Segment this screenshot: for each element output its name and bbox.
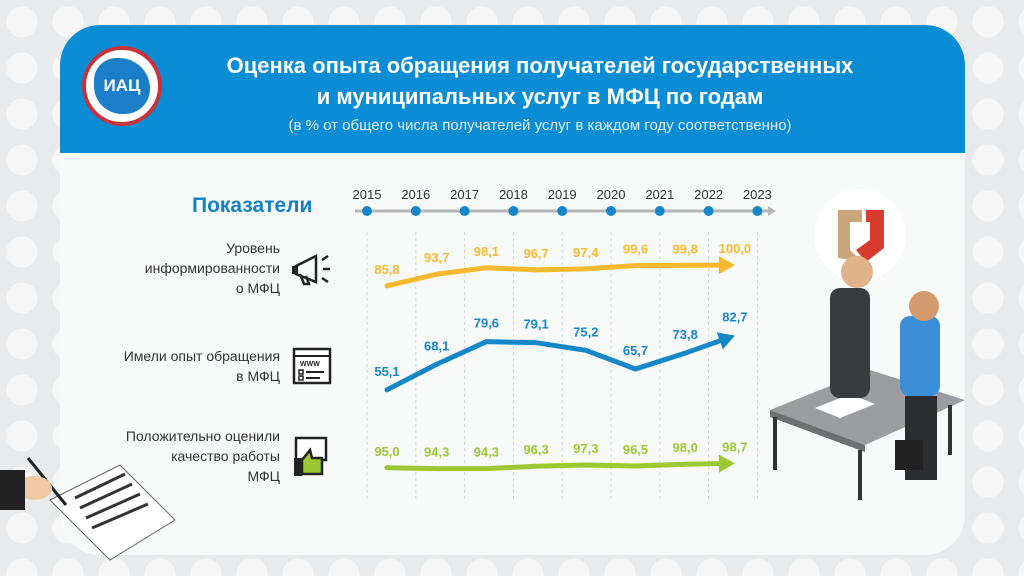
- data-label: 79,6: [474, 316, 499, 331]
- data-label: 98,7: [722, 439, 747, 454]
- year-dot: [752, 206, 763, 216]
- data-label: 65,7: [623, 343, 648, 358]
- year-tick-label: 2016: [401, 187, 430, 202]
- data-label: 75,2: [573, 324, 598, 339]
- year-dot: [606, 206, 616, 216]
- data-label: 98,0: [673, 440, 698, 455]
- label-line: информированности: [144, 260, 280, 276]
- data-label: 97,4: [573, 245, 599, 260]
- label-line: Имели опыт обращения: [123, 348, 280, 364]
- series-arrowhead: [718, 454, 735, 473]
- data-label: 97,3: [573, 441, 598, 456]
- row-label-positive: Положительно оценили качество работы МФЦ: [90, 426, 280, 486]
- label-line: качество работы: [171, 448, 280, 464]
- year-dot: [703, 206, 714, 216]
- year-tick-label: 2020: [597, 187, 626, 202]
- data-label: 95,0: [374, 444, 399, 459]
- handshake-illustration: [770, 256, 965, 500]
- title-line-2: и муниципальных услуг в МФЦ по годам: [316, 84, 764, 109]
- data-label: 55,1: [374, 364, 399, 379]
- logo-text: ИАЦ: [103, 76, 141, 95]
- year-dot: [557, 206, 568, 216]
- data-label: 96,7: [523, 246, 548, 261]
- data-label: 100,0: [719, 241, 752, 256]
- megaphone-icon: [292, 253, 330, 286]
- year-tick-label: 2017: [450, 187, 479, 202]
- data-label: 82,7: [722, 310, 747, 325]
- year-dot: [508, 206, 519, 216]
- header-banner: [60, 25, 965, 153]
- data-label: 93,7: [424, 250, 449, 265]
- data-label: 96,5: [623, 442, 648, 457]
- label-line: МФЦ: [247, 468, 280, 484]
- year-dot: [654, 206, 665, 216]
- subtitle: (в % от общего числа получателей услуг в…: [288, 117, 792, 134]
- series-line: [384, 262, 726, 289]
- mfc-logo: [814, 189, 906, 281]
- year-tick-label: 2019: [548, 187, 577, 202]
- year-dot: [410, 206, 421, 216]
- web-form-icon: WWW: [292, 347, 332, 385]
- year-dot: [362, 206, 372, 216]
- label-line: о МФЦ: [235, 280, 280, 296]
- year-tick-label: 2015: [353, 187, 382, 202]
- indicators-heading: Показатели: [192, 194, 313, 217]
- data-label: 94,3: [474, 445, 499, 460]
- series-line: [384, 337, 727, 393]
- thumbs-up-icon: [294, 436, 328, 476]
- data-label: 96,3: [523, 442, 548, 457]
- label-line: в МФЦ: [236, 368, 280, 384]
- year-tick-label: 2021: [645, 187, 674, 202]
- page-title: Оценка опыта обращения получателей госуд…: [160, 50, 920, 112]
- year-tick-label: 2022: [694, 187, 723, 202]
- data-label: 73,8: [673, 327, 698, 342]
- data-label: 85,8: [374, 262, 399, 277]
- label-line: Уровень: [226, 240, 280, 256]
- data-label: 94,3: [424, 445, 449, 460]
- series-line: [384, 461, 726, 472]
- signing-document-illustration: [0, 457, 176, 561]
- series-arrowhead: [716, 332, 735, 350]
- svg-text:WWW: WWW: [300, 361, 320, 368]
- year-tick-label: 2018: [499, 187, 528, 202]
- label-line: Положительно оценили: [125, 428, 280, 444]
- row-label-awareness: Уровень информированности о МФЦ: [90, 238, 280, 298]
- series-arrowhead: [718, 256, 735, 275]
- data-label: 99,6: [623, 242, 648, 257]
- data-label: 79,1: [523, 317, 548, 332]
- year-tick-label: 2023: [743, 187, 772, 202]
- row-label-experience: Имели опыт обращения в МФЦ: [90, 346, 280, 386]
- year-dot: [459, 206, 470, 216]
- data-label: 98,1: [474, 244, 499, 259]
- timeline-arrow: [768, 206, 776, 216]
- iac-logo: ИАЦ: [82, 46, 162, 126]
- title-line-1: Оценка опыта обращения получателей госуд…: [226, 53, 854, 78]
- data-label: 99,8: [673, 241, 698, 256]
- data-label: 68,1: [424, 338, 449, 353]
